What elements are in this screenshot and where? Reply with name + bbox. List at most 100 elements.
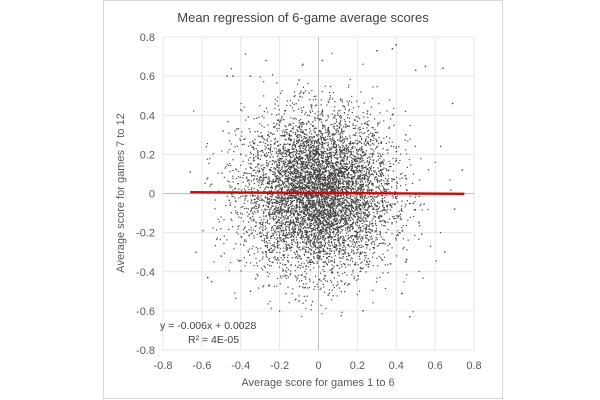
data-point [268,203,270,206]
data-point [311,230,313,232]
data-point [316,179,318,181]
data-point [298,176,300,179]
data-point [355,242,357,245]
data-point [316,261,318,263]
data-point [241,189,243,191]
data-point [376,212,378,215]
data-point [281,170,284,172]
data-point [379,221,381,223]
data-point [302,212,305,215]
data-point [300,173,302,175]
data-point [368,204,370,207]
data-point [364,153,366,155]
data-point [325,195,327,198]
data-point [363,176,366,178]
data-point [284,173,286,175]
data-point [336,157,338,159]
data-point [334,166,336,168]
data-point [386,212,388,214]
data-point [303,151,305,154]
data-point [356,214,358,216]
data-point [259,186,261,188]
data-point [327,222,329,224]
data-point [292,144,295,146]
data-point [353,143,355,145]
data-point [291,207,293,210]
data-point [297,198,299,200]
data-point [318,158,320,161]
data-point [308,238,310,241]
data-point [300,214,302,216]
data-point [305,140,307,143]
data-point [367,124,369,127]
data-point [350,169,353,171]
data-point [282,241,284,243]
data-point [293,231,295,234]
data-point [294,151,296,153]
data-point [299,255,301,257]
data-point [324,184,326,186]
data-point [218,190,220,192]
data-point [319,183,321,186]
data-point [319,219,322,221]
data-point [255,221,257,223]
data-point [307,159,310,161]
data-point [405,203,407,206]
data-point [356,225,358,227]
data-point [359,157,361,159]
data-point [366,121,368,123]
data-point [308,171,310,173]
data-point [322,152,325,154]
data-point [262,176,265,179]
data-point [381,168,383,171]
data-point [360,179,363,181]
data-point [346,186,348,188]
data-point [316,262,318,265]
data-point [294,154,297,156]
data-point [280,217,282,219]
data-point [259,231,261,233]
data-point [321,154,323,156]
data-point [322,261,324,263]
data-point [327,175,329,177]
data-point [312,166,314,169]
data-point [413,209,415,211]
data-point [374,128,376,131]
data-point [360,209,362,211]
data-point [347,146,350,148]
data-point [297,167,299,169]
data-point [287,178,289,180]
data-point [301,247,304,249]
data-point [242,160,244,163]
data-point [309,176,312,178]
data-point [322,223,324,225]
data-point [311,183,313,185]
data-point [275,215,277,217]
data-point [290,272,292,275]
data-point [310,239,312,241]
data-point [299,145,301,148]
data-point [304,189,306,191]
data-point [243,143,245,145]
data-point [256,265,258,267]
data-point [336,158,338,160]
data-point [270,186,272,188]
data-point [347,214,349,216]
data-point [344,123,346,125]
data-point [357,189,359,191]
data-point [279,159,281,162]
data-point [291,185,294,188]
data-point [321,193,323,195]
data-point [305,140,308,142]
data-point [348,117,351,119]
data-point [288,194,291,196]
data-point [308,257,310,259]
data-point [325,177,327,179]
data-point [268,131,270,133]
data-point [388,160,390,162]
data-point [325,176,327,179]
data-point [244,240,246,242]
data-point [330,211,332,213]
data-point [294,144,297,147]
data-point [335,180,337,182]
